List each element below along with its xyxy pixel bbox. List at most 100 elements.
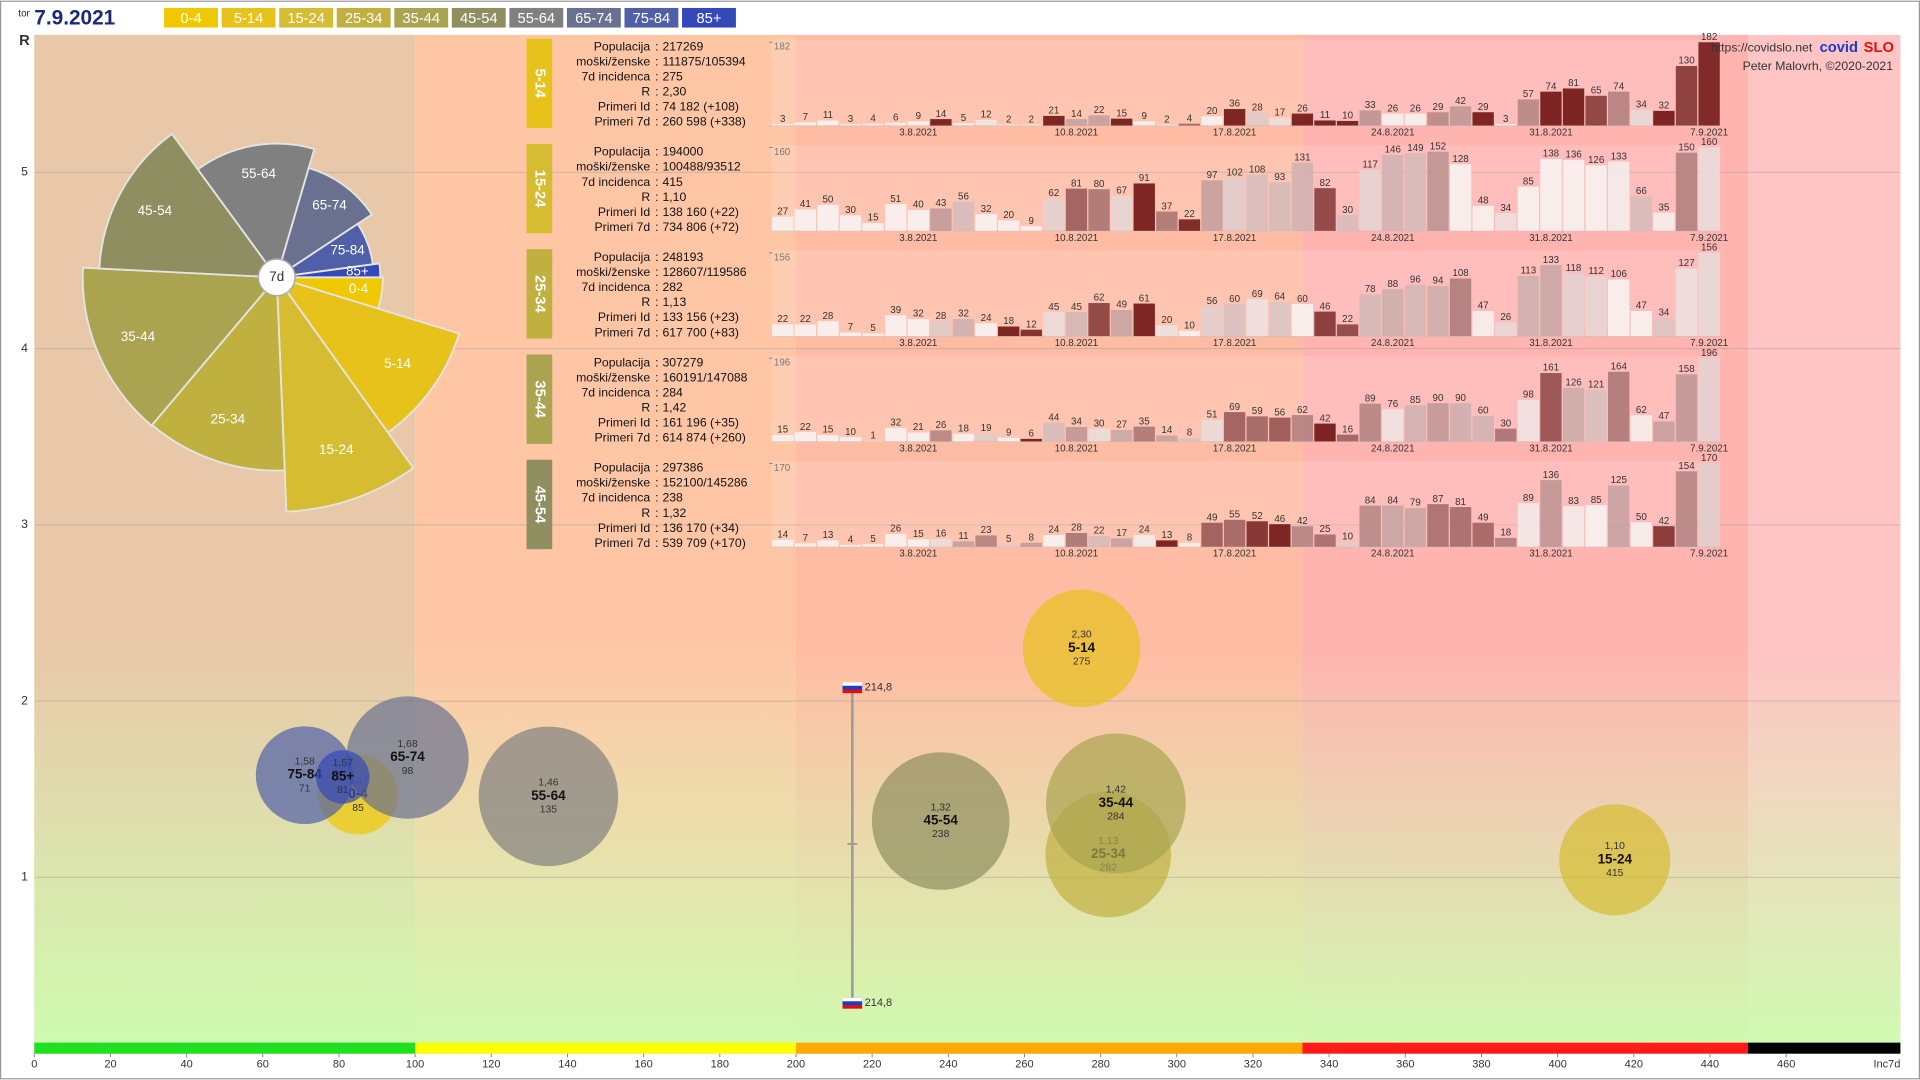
bar-value-label: 32 bbox=[981, 204, 992, 215]
bar-value-label: 85 bbox=[1591, 495, 1602, 506]
bar-value-label: 30 bbox=[1342, 205, 1353, 216]
bar bbox=[907, 319, 929, 337]
bar bbox=[1246, 521, 1268, 547]
side-label-box bbox=[526, 354, 553, 444]
side-label-box bbox=[526, 38, 553, 128]
bar-panel bbox=[771, 145, 1721, 231]
bar bbox=[1178, 330, 1201, 337]
bar bbox=[997, 544, 1020, 547]
bar-date-label: 3.8.2021 bbox=[899, 338, 937, 349]
stat-label: moški/ženske bbox=[576, 476, 650, 490]
bar bbox=[1156, 540, 1178, 547]
stat-separator: : bbox=[655, 506, 658, 520]
bar-value-label: 32 bbox=[1658, 101, 1669, 112]
bubble-name: 75-84 bbox=[287, 767, 322, 782]
stat-label: Primeri Id bbox=[598, 310, 651, 324]
bar-value-label: 43 bbox=[935, 198, 946, 209]
bar-value-label: 21 bbox=[1048, 106, 1059, 117]
bar-value-label: 2 bbox=[1029, 114, 1034, 125]
bar-date-label: 17.8.2021 bbox=[1213, 549, 1257, 560]
bar-date-label: 17.8.2021 bbox=[1213, 443, 1257, 454]
bar-value-label: 2 bbox=[1164, 114, 1169, 125]
legend-chip bbox=[221, 7, 276, 28]
bar-value-label: 9 bbox=[1029, 216, 1034, 227]
legend-label: 35-44 bbox=[402, 11, 440, 27]
bubble-r: 1,42 bbox=[1106, 785, 1126, 796]
stat-separator: : bbox=[655, 115, 658, 129]
bar bbox=[1608, 485, 1630, 547]
bar-value-label: 52 bbox=[1252, 511, 1263, 522]
bar bbox=[1359, 110, 1381, 126]
stat-value: 297386 bbox=[662, 461, 703, 475]
bar-value-label: 15 bbox=[1116, 108, 1127, 119]
side-label-box bbox=[526, 143, 553, 234]
bar bbox=[1065, 426, 1088, 442]
x-tick-label: 220 bbox=[863, 1059, 881, 1071]
bar-value-label: 51 bbox=[1207, 409, 1218, 420]
stat-value: 284 bbox=[662, 385, 683, 399]
bar-value-label: 22 bbox=[1094, 105, 1105, 116]
bar-value-label: 11 bbox=[823, 110, 833, 121]
bar bbox=[1562, 506, 1585, 547]
bubble-r: 1,58 bbox=[295, 756, 315, 767]
bar-value-label: 90 bbox=[1433, 393, 1444, 404]
bar-value-label: 156 bbox=[1701, 243, 1718, 254]
x-tick-label: 200 bbox=[787, 1059, 805, 1071]
rose-label: 35-44 bbox=[121, 329, 156, 344]
x-tick-label: 240 bbox=[939, 1059, 957, 1071]
bar bbox=[1336, 324, 1359, 337]
bar-date-label: 31.8.2021 bbox=[1529, 443, 1573, 454]
bar bbox=[1608, 161, 1630, 231]
bar bbox=[1020, 542, 1042, 547]
bar-value-label: 18 bbox=[958, 423, 969, 434]
bar-value-label: 106 bbox=[1611, 269, 1628, 280]
bar-value-label: 29 bbox=[1478, 102, 1489, 113]
flag-white bbox=[842, 997, 863, 1002]
bar bbox=[1291, 304, 1314, 337]
zone-bar bbox=[1748, 1042, 1901, 1054]
stat-label: 7d incidenca bbox=[582, 491, 651, 505]
bar-value-label: 130 bbox=[1678, 56, 1695, 67]
bar bbox=[1223, 109, 1246, 126]
bar-date-label: 17.8.2021 bbox=[1213, 338, 1257, 349]
bubble-r: 1,10 bbox=[1605, 841, 1625, 852]
bar bbox=[930, 119, 952, 126]
bar-value-label: 160 bbox=[1701, 137, 1718, 148]
bar bbox=[1630, 196, 1653, 231]
bar-value-label: 150 bbox=[1678, 142, 1695, 153]
stat-value: 260 598 (+338) bbox=[662, 115, 745, 129]
bar-date-label: 31.8.2021 bbox=[1529, 127, 1573, 138]
bar bbox=[997, 220, 1020, 231]
legend-chip bbox=[279, 7, 334, 28]
rose-label: 65-74 bbox=[312, 197, 347, 212]
bar-value-label: 28 bbox=[1071, 523, 1082, 534]
rose-wedge bbox=[275, 166, 374, 280]
bar bbox=[952, 433, 975, 442]
bar-value-label: 37 bbox=[1161, 201, 1172, 212]
bar-value-label: 3 bbox=[780, 114, 786, 125]
bar bbox=[1020, 226, 1042, 231]
stat-separator: : bbox=[655, 461, 658, 475]
bar-value-label: 11 bbox=[958, 531, 968, 542]
bar bbox=[975, 120, 997, 126]
bar bbox=[839, 124, 862, 126]
bar-value-label: 182 bbox=[1701, 32, 1717, 43]
bar bbox=[1653, 421, 1675, 442]
stat-value: 1,32 bbox=[662, 506, 686, 520]
bar-value-label: 20 bbox=[1207, 106, 1218, 117]
y-tick-label: 5 bbox=[21, 165, 28, 179]
zone-bar bbox=[34, 1042, 416, 1054]
bubble-inc: 275 bbox=[1073, 656, 1091, 667]
bar-value-label: 12 bbox=[1026, 319, 1037, 330]
bar bbox=[1404, 153, 1427, 231]
bar-value-label: 9 bbox=[1142, 111, 1147, 122]
bar-value-label: 196 bbox=[1701, 348, 1718, 359]
reference-label: 214,8 bbox=[865, 997, 893, 1009]
rose-label: 25-34 bbox=[211, 412, 246, 427]
bar-value-label: 6 bbox=[1029, 429, 1035, 440]
x-tick-label: 140 bbox=[558, 1059, 576, 1071]
stat-value: 138 160 (+22) bbox=[662, 205, 739, 219]
bar bbox=[885, 204, 907, 231]
bubble-name: 5-14 bbox=[1068, 640, 1095, 655]
